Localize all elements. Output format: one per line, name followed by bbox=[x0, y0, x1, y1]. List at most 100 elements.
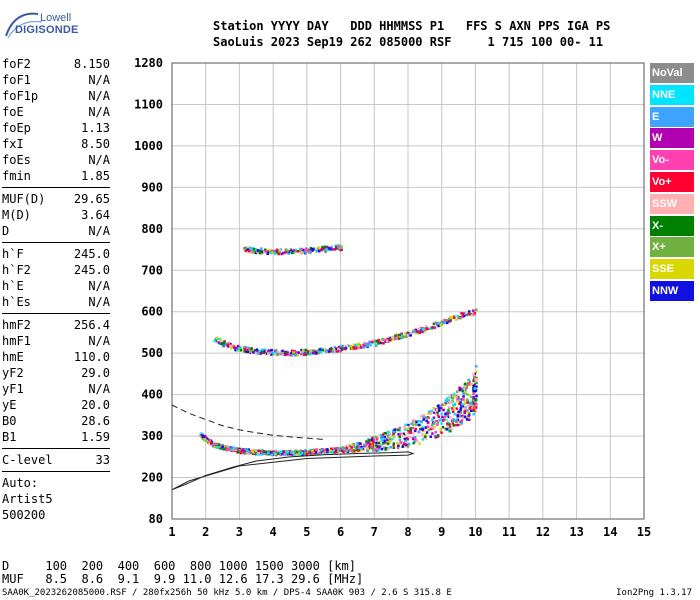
echo-point bbox=[439, 430, 442, 433]
echo-point bbox=[262, 450, 265, 453]
echo-point bbox=[333, 451, 337, 454]
echo-point bbox=[222, 447, 226, 451]
echo-point bbox=[260, 449, 264, 452]
echo-point bbox=[362, 346, 366, 349]
echo-point bbox=[439, 427, 443, 431]
echo-point bbox=[304, 353, 307, 356]
echo-point bbox=[475, 402, 478, 406]
echo-point bbox=[411, 426, 415, 430]
x-tick-label: 15 bbox=[637, 525, 651, 539]
echo-point bbox=[461, 404, 465, 408]
echo-point bbox=[413, 429, 417, 433]
echo-point bbox=[404, 443, 407, 446]
echo-point bbox=[410, 422, 413, 425]
version-label: Ion2Png 1.3.17 bbox=[616, 588, 692, 598]
echo-point bbox=[292, 251, 296, 254]
echo-point bbox=[303, 351, 306, 355]
param-row: foEs N/A bbox=[2, 153, 110, 167]
param-row: foEp 1.13 bbox=[2, 121, 110, 135]
echo-point bbox=[461, 403, 464, 406]
echo-point bbox=[389, 445, 392, 449]
echo-point bbox=[284, 248, 288, 251]
echo-point bbox=[274, 353, 277, 356]
echo-point bbox=[398, 333, 402, 337]
echo-point bbox=[384, 446, 388, 450]
echo-point bbox=[331, 449, 334, 453]
echo-point bbox=[372, 445, 375, 449]
echo-point bbox=[450, 428, 453, 431]
echo-point bbox=[323, 245, 327, 249]
echo-point bbox=[226, 344, 230, 347]
divider bbox=[2, 313, 110, 314]
legend-sse: SSE bbox=[650, 259, 694, 280]
echo-point bbox=[246, 346, 250, 350]
echo-point bbox=[239, 349, 243, 352]
profile-line bbox=[171, 451, 415, 491]
echo-point bbox=[311, 248, 315, 252]
echo-point bbox=[434, 430, 438, 434]
param-row: hmF2 256.4 bbox=[2, 318, 110, 332]
echo-point bbox=[474, 388, 478, 392]
echo-point bbox=[284, 452, 287, 456]
echo-point bbox=[290, 451, 293, 454]
echo-point bbox=[295, 350, 298, 354]
echo-point bbox=[246, 348, 250, 352]
echo-point bbox=[256, 249, 260, 252]
echo-point bbox=[452, 406, 456, 410]
echo-point bbox=[392, 432, 395, 435]
divider bbox=[2, 448, 110, 449]
echo-point bbox=[407, 442, 411, 446]
echo-point bbox=[370, 445, 374, 448]
echo-point bbox=[228, 447, 232, 451]
echo-point bbox=[377, 449, 380, 452]
echo-point bbox=[417, 423, 421, 427]
echo-point bbox=[464, 391, 468, 394]
echo-point bbox=[438, 409, 441, 412]
echo-point bbox=[354, 344, 357, 348]
echo-point bbox=[214, 442, 217, 446]
x-tick-label: 9 bbox=[438, 525, 445, 539]
echo-point bbox=[392, 443, 395, 447]
echo-point bbox=[248, 350, 252, 353]
echo-point bbox=[263, 348, 267, 352]
divider bbox=[2, 471, 110, 472]
echo-point bbox=[359, 343, 362, 347]
y-tick-label: 800 bbox=[141, 222, 163, 236]
echo-point bbox=[249, 248, 253, 252]
echo-point bbox=[318, 449, 321, 452]
echo-point bbox=[445, 398, 449, 401]
echo-point bbox=[472, 386, 475, 390]
echo-point bbox=[275, 248, 279, 252]
param-group-virtual-heights: h`F 245.0 h`F2 245.0 h`E N/A h`Es N/A bbox=[2, 246, 110, 310]
echo-point bbox=[278, 249, 281, 252]
echo-point bbox=[317, 349, 320, 352]
echo-point bbox=[309, 349, 313, 352]
echo-point bbox=[439, 322, 442, 325]
echo-point bbox=[465, 384, 469, 388]
echo-point bbox=[421, 427, 424, 431]
echo-point bbox=[407, 425, 410, 429]
echo-point bbox=[428, 410, 431, 413]
echo-point bbox=[360, 447, 363, 451]
echo-point bbox=[294, 353, 297, 357]
echo-point bbox=[355, 448, 359, 451]
echo-point bbox=[452, 316, 456, 319]
echo-point bbox=[244, 249, 247, 252]
echo-point bbox=[436, 413, 439, 417]
echo-point bbox=[334, 448, 338, 451]
echo-point bbox=[472, 309, 475, 312]
plot-frame bbox=[171, 62, 645, 520]
echo-point bbox=[216, 445, 219, 449]
echo-point bbox=[295, 453, 298, 456]
echo-point bbox=[296, 250, 299, 253]
echo-point bbox=[232, 345, 236, 348]
echo-point bbox=[455, 423, 458, 427]
echo-point bbox=[374, 448, 377, 451]
echo-point bbox=[371, 443, 374, 446]
echo-point bbox=[261, 251, 264, 255]
echo-point bbox=[432, 322, 436, 326]
echo-point bbox=[234, 348, 237, 352]
echo-point bbox=[217, 445, 221, 449]
x-tick-label: 1 bbox=[168, 525, 175, 539]
echo-point bbox=[352, 346, 355, 349]
